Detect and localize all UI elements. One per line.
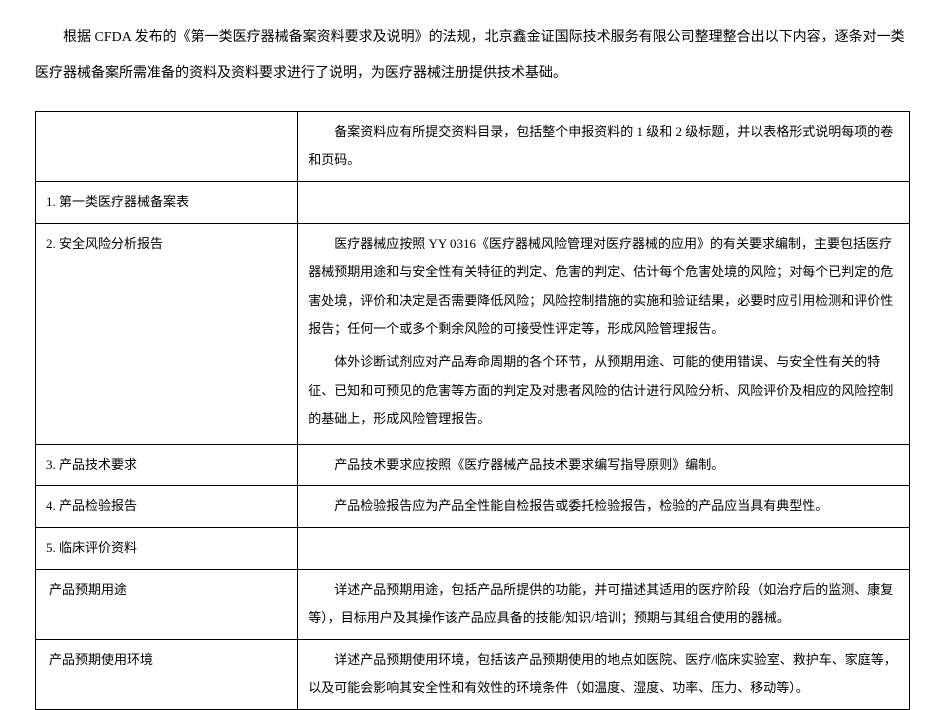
item-cell: 1. 第一类医疗器械备案表: [36, 181, 298, 223]
item-cell-sub: 产品预期使用环境: [36, 639, 298, 709]
item-cell: 2. 安全风险分析报告: [36, 223, 298, 444]
item-cell-sub: 产品预期用途: [36, 569, 298, 639]
table-row: 1. 第一类医疗器械备案表: [36, 181, 910, 223]
desc-paragraph: 体外诊断试剂应对产品寿命周期的各个环节，从预期用途、可能的使用错误、与安全性有关…: [308, 348, 899, 434]
item-cell: 3. 产品技术要求: [36, 444, 298, 486]
requirements-table: 备案资料应有所提交资料目录，包括整个申报资料的 1 级和 2 级标题，并以表格形…: [35, 111, 910, 710]
table-row: 5. 临床评价资料: [36, 527, 910, 569]
item-cell: 5. 临床评价资料: [36, 527, 298, 569]
item-cell: 4. 产品检验报告: [36, 486, 298, 528]
desc-cell: 详述产品预期用途，包括产品所提供的功能，并可描述其适用的医疗阶段（如治疗后的监测…: [298, 569, 910, 639]
intro-paragraph: 根据 CFDA 发布的《第一类医疗器械备案资料要求及说明》的法规，北京鑫金证国际…: [35, 20, 910, 93]
desc-paragraph: 医疗器械应按照 YY 0316《医疗器械风险管理对医疗器械的应用》的有关要求编制…: [308, 230, 899, 344]
desc-cell: 详述产品预期使用环境，包括该产品预期使用的地点如医院、医疗/临床实验室、救护车、…: [298, 639, 910, 709]
desc-cell: [298, 181, 910, 223]
desc-cell: 产品检验报告应为产品全性能自检报告或委托检验报告，检验的产品应当具有典型性。: [298, 486, 910, 528]
desc-cell: 备案资料应有所提交资料目录，包括整个申报资料的 1 级和 2 级标题，并以表格形…: [298, 111, 910, 181]
table-row: 4. 产品检验报告 产品检验报告应为产品全性能自检报告或委托检验报告，检验的产品…: [36, 486, 910, 528]
table-row: 备案资料应有所提交资料目录，包括整个申报资料的 1 级和 2 级标题，并以表格形…: [36, 111, 910, 181]
desc-cell: [298, 527, 910, 569]
desc-cell: 产品技术要求应按照《医疗器械产品技术要求编写指导原则》编制。: [298, 444, 910, 486]
table-row: 产品预期使用环境 详述产品预期使用环境，包括该产品预期使用的地点如医院、医疗/临…: [36, 639, 910, 709]
item-cell: [36, 111, 298, 181]
desc-cell: 医疗器械应按照 YY 0316《医疗器械风险管理对医疗器械的应用》的有关要求编制…: [298, 223, 910, 444]
table-row: 3. 产品技术要求 产品技术要求应按照《医疗器械产品技术要求编写指导原则》编制。: [36, 444, 910, 486]
table-row: 2. 安全风险分析报告 医疗器械应按照 YY 0316《医疗器械风险管理对医疗器…: [36, 223, 910, 444]
table-row: 产品预期用途 详述产品预期用途，包括产品所提供的功能，并可描述其适用的医疗阶段（…: [36, 569, 910, 639]
